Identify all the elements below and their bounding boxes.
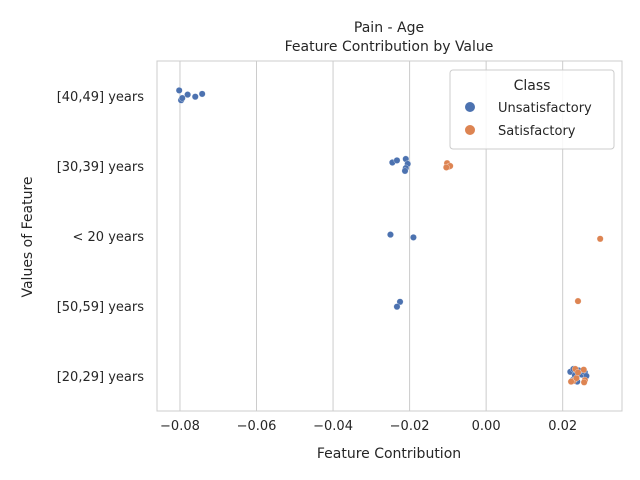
point-unsatisfactory-1	[184, 91, 191, 98]
point-unsatisfactory-13	[410, 234, 417, 241]
point-unsatisfactory-11	[401, 167, 409, 175]
plot-frame	[156, 60, 623, 412]
point-unsatisfactory-15	[393, 303, 401, 311]
point-unsatisfactory-2	[191, 93, 199, 101]
x-tick-label-1: −0.06	[237, 419, 277, 434]
legend: Class Unsatisfactory Satisfactory	[449, 69, 615, 150]
points	[175, 87, 604, 386]
x-tick-label-4: 0.00	[472, 419, 501, 434]
x-tick-label-2: −0.04	[313, 419, 353, 434]
point-unsatisfactory-5	[178, 94, 186, 102]
point-unsatisfactory-14	[396, 298, 404, 306]
point-satisfactory-11	[580, 378, 588, 386]
point-unsatisfactory-0	[175, 87, 183, 94]
y-tick-label-1: [30,39] years	[57, 160, 144, 175]
y-tick-label-4: [20,29] years	[57, 370, 144, 385]
legend-box	[449, 69, 615, 150]
x-tick-label-5: 0.02	[548, 419, 577, 434]
y-ticks: [40,49] years [30,39] years < 20 years [50,…	[57, 90, 144, 385]
legend-marker-satisfactory	[465, 125, 475, 135]
chart-subtitle: Feature Contribution by Value	[285, 39, 494, 55]
point-satisfactory-5	[574, 297, 582, 305]
legend-title: Class	[514, 78, 551, 94]
point-unsatisfactory-3	[198, 90, 206, 98]
point-satisfactory-4	[596, 235, 604, 243]
y-axis-label: Values of Feature	[20, 176, 36, 297]
y-tick-label-2: < 20 years	[73, 230, 145, 245]
chart-title: Pain - Age	[354, 20, 424, 36]
point-unsatisfactory-12	[387, 231, 394, 238]
x-tick-label-0: −0.08	[160, 419, 200, 434]
legend-entry-unsatisfactory: Unsatisfactory	[498, 101, 592, 116]
x-tick-label-3: −0.02	[390, 419, 430, 434]
point-satisfactory-3	[442, 164, 450, 171]
x-ticks: −0.08 −0.06 −0.04 −0.02 0.00 0.02	[160, 419, 577, 434]
y-tick-label-0: [40,49] years	[57, 90, 144, 105]
legend-entry-satisfactory: Satisfactory	[498, 124, 576, 139]
point-satisfactory-7	[580, 366, 588, 374]
point-satisfactory-13	[574, 369, 582, 376]
point-satisfactory-12	[567, 378, 575, 385]
y-tick-label-3: [50,59] years	[57, 300, 144, 315]
point-unsatisfactory-7	[393, 157, 401, 164]
x-axis-label: Feature Contribution	[317, 446, 461, 462]
legend-marker-unsatisfactory	[465, 102, 475, 112]
point-satisfactory-9	[573, 374, 580, 382]
